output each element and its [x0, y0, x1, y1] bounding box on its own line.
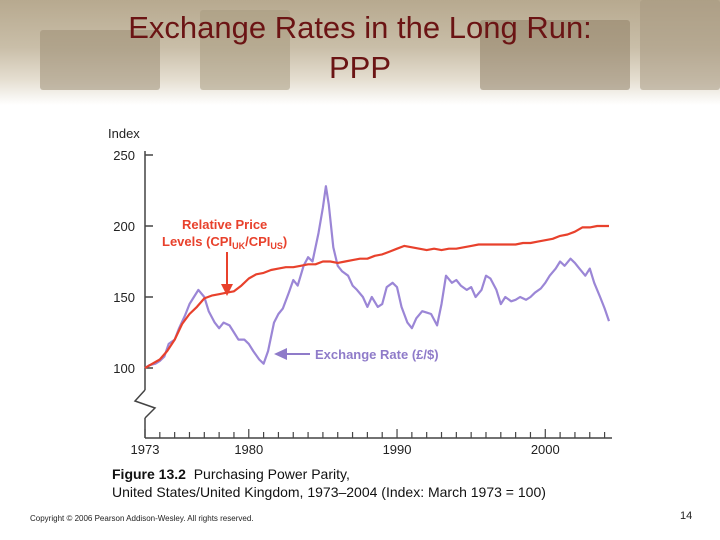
x-tick-label: 1980 [234, 442, 263, 457]
price-series-label-2: Levels (CPIUK/CPIUS) [162, 234, 287, 251]
fx-label-arrow [274, 348, 310, 360]
header-texture [200, 10, 290, 90]
caption-line-1: Figure 13.2 Purchasing Power Parity, [112, 465, 546, 483]
y-tick-label: 200 [113, 219, 135, 234]
header-background [0, 0, 720, 105]
header-texture [480, 20, 630, 90]
slide-title: Exchange Rates in the Long Run: PPP [0, 8, 720, 88]
price-label-line-1: Relative Price [182, 217, 267, 232]
title-line-2: PPP [328, 50, 392, 85]
title-line-1: Exchange Rates in the Long Run: [128, 10, 592, 45]
caption-figure-number: Figure 13.2 [112, 466, 186, 482]
x-tick-label: 1990 [383, 442, 412, 457]
y-axis-label: Index [108, 126, 140, 141]
price-label-end: ) [283, 234, 287, 249]
chart-series [144, 185, 611, 369]
price-label-mid: /CPI [245, 234, 270, 249]
caption-line-2: United States/United Kingdom, 1973–2004 … [112, 484, 546, 500]
price-label-sub-uk: UK [232, 241, 245, 251]
copyright-notice: Copyright © 2006 Pearson Addison-Wesley.… [30, 514, 254, 523]
ppp-chart: 100 150 200 250 1973 1980 1990 2000 Index Relat… [108, 126, 612, 457]
y-tick-label: 100 [113, 361, 135, 376]
exchange-rate-line [144, 185, 611, 369]
price-label-arrow [221, 252, 233, 296]
caption-title: Purchasing Power Parity, [193, 466, 350, 482]
chart-axes: 100 150 200 250 1973 1980 1990 2000 [113, 148, 612, 457]
chart-labels: Index Relative Price Levels (CPIUK/CPIUS… [108, 126, 439, 362]
y-axis-break [133, 389, 157, 419]
figure-caption: Figure 13.2 Purchasing Power Parity, Uni… [112, 465, 546, 501]
fx-series-label: Exchange Rate (£/$) [315, 347, 439, 362]
price-series-label: Relative Price [182, 217, 267, 232]
price-level-line [144, 224, 609, 369]
page-number: 14 [680, 510, 693, 522]
y-tick-label: 150 [113, 290, 135, 305]
x-tick-label: 2000 [531, 442, 560, 457]
price-label-prefix: Levels (CPI [162, 234, 232, 249]
header-texture [640, 0, 720, 90]
y-tick-label: 250 [113, 148, 135, 163]
price-label-sub-us: US [270, 241, 283, 251]
header-texture [40, 30, 160, 90]
x-tick-label: 1973 [131, 442, 160, 457]
